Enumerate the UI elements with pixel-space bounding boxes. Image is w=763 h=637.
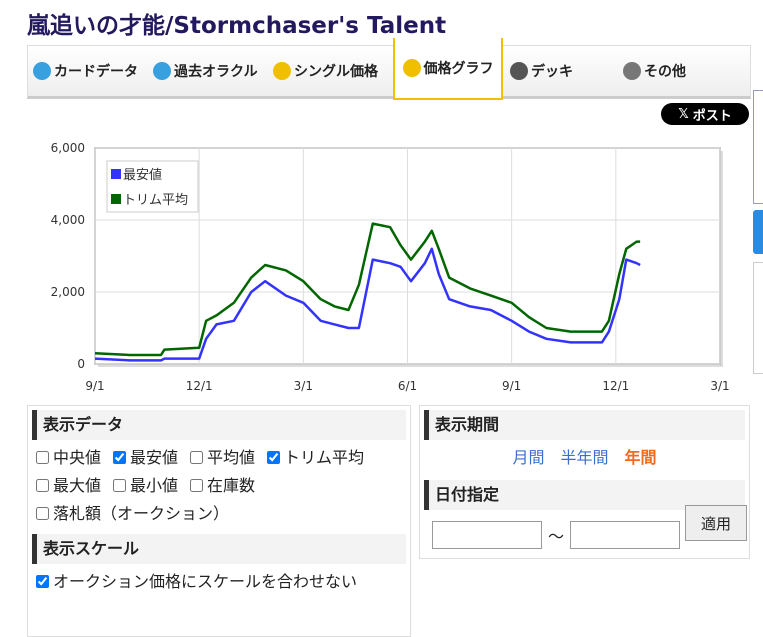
option-label: 中央値 [53,448,102,467]
tab-icon [33,62,51,80]
tab-icon [510,62,528,80]
tab-icon [153,62,171,80]
tab-icon [273,62,291,80]
legend-swatch [111,194,121,204]
tab-label: カードデータ [54,64,138,80]
date-input[interactable] [570,521,680,549]
checkbox-option[interactable]: 在庫数 [188,476,255,495]
tab[interactable]: デッキ [505,46,623,96]
checkbox[interactable] [190,479,204,492]
tab[interactable]: その他 [618,46,753,96]
legend-box [106,160,199,213]
tab[interactable]: 価格グラフ [393,38,503,100]
x-tick-label: 9/1 [502,379,521,393]
checkbox[interactable] [113,479,127,492]
tab[interactable]: カードデータ [28,46,153,96]
post-label: ポスト [692,108,732,124]
option-label: 落札額（オークション） [53,504,230,523]
x-tick-label: 12/1 [186,379,213,393]
tab-icon [402,59,421,77]
checkbox[interactable] [36,479,49,492]
checkbox[interactable] [267,451,281,464]
display-panel: 表示データ中央値 最安値 平均値 トリム平均最大値 最小値 在庫数落札額（オークション） 表… [27,405,411,637]
period-options: 月間 半年間 年間 [420,440,749,476]
page-title: 嵐追いの才能/Stormchaser's Talent [27,13,447,39]
sidebar-button[interactable] [753,210,763,254]
chart: 0 2,000 4,000 6,000 9/1 12/1 3/1 6/1 9/1 12/1 3/1 最… [51,141,730,393]
checkbox[interactable] [36,507,49,520]
period-link[interactable]: 月間 [512,448,545,467]
tab[interactable]: シングル価格 [268,46,398,96]
sidebar-box [753,90,763,204]
checkbox-option[interactable]: 最大値 [34,476,101,495]
option-label: 最安値 [130,448,179,467]
checkbox-option[interactable]: 平均値 [188,448,255,467]
post-button[interactable]: 𝕏 ポスト [661,103,749,125]
y-tick-label: 2,000 [51,285,85,299]
checkbox-option[interactable]: オークション価格にスケールを合わせない [34,572,357,591]
x-tick-label: 12/1 [602,379,629,393]
section-heading: 表示データ [32,410,406,440]
x-logo: 𝕏 [678,106,689,122]
y-tick-label: 0 [77,357,85,371]
checkbox[interactable] [190,451,204,464]
period-link[interactable]: 半年間 [560,448,609,467]
y-tick-label: 6,000 [51,141,85,155]
checkbox-option[interactable]: トリム平均 [265,448,364,467]
option-label: オークション価格にスケールを合わせない [53,572,358,591]
checkbox-option[interactable]: 落札額（オークション） [34,504,229,523]
checkbox-option[interactable]: 最小値 [111,476,178,495]
legend-label: トリム平均 [123,193,188,208]
page: 嵐追いの才能/Stormchaser's Talent カードデータ 過去オラクル… [27,13,763,637]
tab-bar: カードデータ 過去オラクル シングル価格 価格グラフ デッキ その他 [27,38,753,100]
tab-label: シングル価格 [294,64,378,80]
period-panel: 表示期間 月間 半年間 年間 日付指定〜適用 [419,405,750,559]
checkbox[interactable] [113,451,127,464]
x-tick-label: 9/1 [85,379,104,393]
x-tick-label: 3/1 [294,379,313,393]
legend-swatch [111,169,121,179]
option-list: 中央値 最安値 平均値 トリム平均最大値 最小値 在庫数落札額（オークション） [28,440,410,530]
checkbox-option[interactable]: 最安値 [111,448,178,467]
option-label: 最大値 [53,476,102,495]
checkbox[interactable] [36,575,49,588]
date-input[interactable] [432,521,542,549]
legend-label: 最安値 [123,167,162,183]
tab-icon [623,62,641,80]
tab[interactable]: 過去オラクル [148,46,273,96]
range-separator: 〜 [548,527,565,546]
section-heading: 表示期間 [424,410,745,440]
y-tick-label: 4,000 [51,213,85,227]
checkbox[interactable] [36,451,49,464]
option-label: 平均値 [207,448,256,467]
series-line [94,222,641,357]
tab-label: デッキ [531,64,573,80]
section-heading: 表示スケール [32,534,406,564]
option-label: 在庫数 [207,476,256,495]
apply-button[interactable]: 適用 [685,505,747,541]
tab-label: 過去オラクル [174,64,258,80]
option-list: オークション価格にスケールを合わせない [28,564,410,598]
option-label: 最小値 [130,476,179,495]
period-link[interactable]: 年間 [624,448,657,467]
series-line [94,247,641,362]
x-tick-label: 3/1 [710,379,729,393]
checkbox-option[interactable]: 中央値 [34,448,101,467]
sidebar-box [753,262,763,374]
tab-label: その他 [644,64,686,80]
tab-label: 価格グラフ [423,61,494,77]
option-label: トリム平均 [284,448,365,467]
x-tick-label: 6/1 [398,379,417,393]
